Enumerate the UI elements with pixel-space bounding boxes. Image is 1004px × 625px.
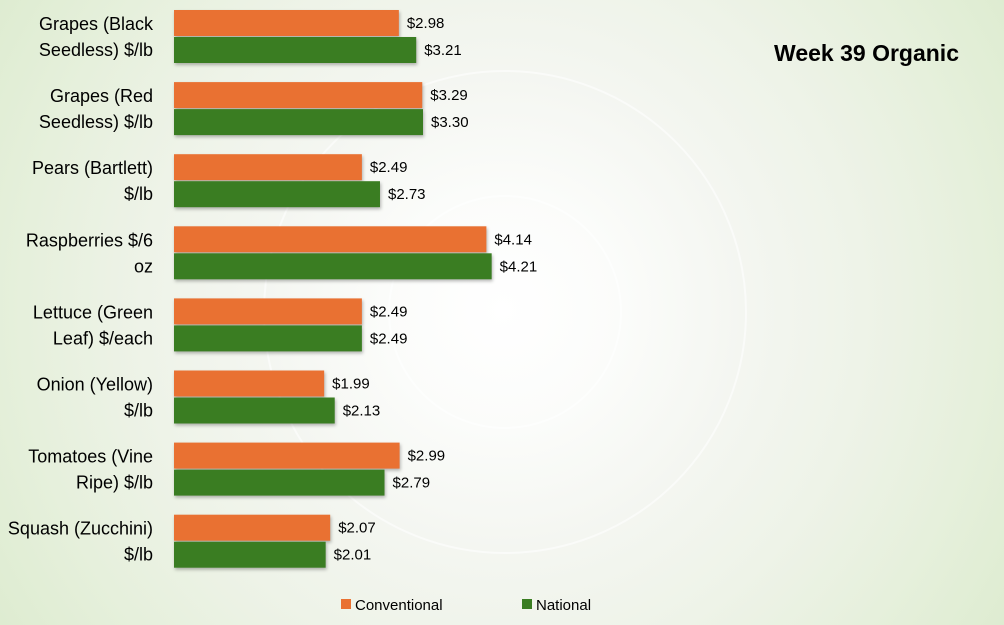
category-label-line: Pears (Bartlett): [32, 158, 153, 178]
category-label-line: Tomatoes (Vine: [28, 447, 153, 467]
data-label-conventional: $2.49: [370, 159, 408, 176]
category-label-line: $/lb: [124, 401, 153, 421]
category-label: Tomatoes (Vine Ripe) $/lb: [28, 447, 153, 493]
bar-national: [174, 397, 335, 424]
data-label-national: $2.01: [334, 547, 372, 564]
category-label-line: Ripe) $/lb: [76, 473, 153, 493]
category-label: Lettuce (Green Leaf) $/each: [33, 302, 153, 348]
data-label-national: $2.73: [388, 186, 426, 203]
value-labels: $2.98 $3.21 $3.29 $3.30 $2.49 $2.73 $4.14 $4.21…: [332, 15, 537, 564]
data-label-national: $4.21: [500, 258, 538, 275]
data-label-national: $3.30: [431, 114, 469, 131]
bar-conventional: [174, 82, 423, 109]
bar-national: [174, 325, 362, 352]
category-label-line: Lettuce (Green: [33, 302, 153, 322]
bar-conventional: [174, 442, 400, 469]
data-label-national: $2.49: [370, 330, 408, 347]
category-label-line: $/lb: [124, 545, 153, 565]
category-label: Onion (Yellow) $/lb: [37, 375, 153, 421]
category-label: Squash (Zucchini) $/lb: [8, 519, 153, 565]
bar-conventional: [174, 226, 487, 253]
category-label-line: Squash (Zucchini): [8, 519, 153, 539]
legend-swatch-national: [522, 599, 532, 609]
chart-title: Week 39 Organic: [774, 40, 959, 66]
legend-label-national: National: [536, 597, 591, 614]
data-label-conventional: $4.14: [494, 231, 532, 248]
category-axis-labels: Grapes (Black Seedless) $/lb Grapes (Red Se…: [8, 14, 154, 565]
data-label-national: $3.21: [424, 42, 462, 59]
bar-conventional: [174, 370, 325, 397]
category-label-line: Leaf) $/each: [53, 328, 153, 348]
category-label: Pears (Bartlett) $/lb: [32, 158, 153, 204]
data-label-conventional: $2.07: [338, 520, 376, 537]
bar-conventional: [174, 298, 362, 325]
category-label: Raspberries $/6 oz: [26, 230, 153, 276]
bar-national: [174, 181, 380, 208]
category-label-line: Seedless) $/lb: [39, 40, 153, 60]
category-label: Grapes (Red Seedless) $/lb: [39, 86, 153, 132]
legend: Conventional National: [341, 597, 591, 614]
data-label-national: $2.79: [393, 475, 431, 492]
legend-swatch-conventional: [341, 599, 351, 609]
data-label-conventional: $3.29: [430, 87, 468, 104]
bar-national: [174, 253, 492, 280]
bar-conventional: [174, 514, 331, 541]
data-label-national: $2.13: [343, 403, 381, 420]
category-label: Grapes (Black Seedless) $/lb: [39, 14, 154, 60]
bar-conventional: [174, 154, 362, 181]
category-label-line: Grapes (Black: [39, 14, 154, 34]
data-label-conventional: $1.99: [332, 376, 370, 393]
category-label-line: Onion (Yellow): [37, 375, 153, 395]
data-label-conventional: $2.98: [407, 15, 445, 32]
bar-conventional: [174, 10, 399, 36]
bar-national: [174, 109, 423, 136]
bar-national: [174, 469, 385, 496]
bars-group: [174, 10, 492, 568]
category-label-line: Seedless) $/lb: [39, 112, 153, 132]
bar-national: [174, 541, 326, 568]
legend-label-conventional: Conventional: [355, 597, 443, 614]
category-label-line: $/lb: [124, 184, 153, 204]
category-label-line: oz: [134, 256, 153, 276]
category-label-line: Grapes (Red: [50, 86, 153, 106]
category-label-line: Raspberries $/6: [26, 230, 153, 250]
data-label-conventional: $2.99: [408, 448, 446, 465]
bar-national: [174, 37, 417, 63]
data-label-conventional: $2.49: [370, 303, 408, 320]
